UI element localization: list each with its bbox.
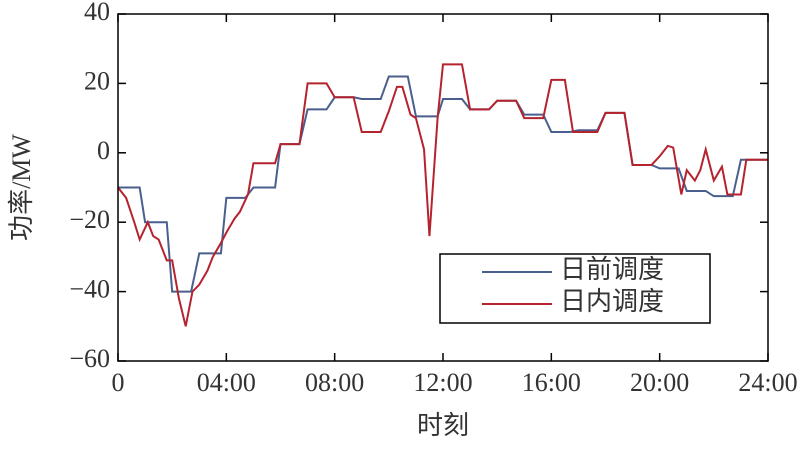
x-tick-label: 08:00 xyxy=(305,368,364,397)
plot-frame xyxy=(117,13,769,362)
y-tick-label: 0 xyxy=(97,136,110,165)
y-tick-label: −40 xyxy=(69,275,110,304)
x-tick-label: 16:00 xyxy=(522,368,581,397)
y-tick-label: 40 xyxy=(84,0,110,26)
x-tick-label: 0 xyxy=(112,368,125,397)
y-tick-label: −20 xyxy=(69,205,110,234)
legend-label: 日前调度 xyxy=(560,255,664,284)
data-line xyxy=(117,63,768,327)
x-axis-label: 时刻 xyxy=(417,411,469,440)
x-tick-label: 04:00 xyxy=(197,368,256,397)
x-tick-label: 24:00 xyxy=(738,368,797,397)
x-tick-label: 12:00 xyxy=(413,368,472,397)
y-axis-label: 功率/MW xyxy=(7,134,36,241)
legend-box xyxy=(439,253,711,324)
data-line xyxy=(118,75,768,293)
y-tick-label: −60 xyxy=(69,344,110,373)
x-tick-label: 20:00 xyxy=(630,368,689,397)
y-tick-label: 20 xyxy=(84,66,110,95)
legend-label: 日内调度 xyxy=(560,287,664,316)
